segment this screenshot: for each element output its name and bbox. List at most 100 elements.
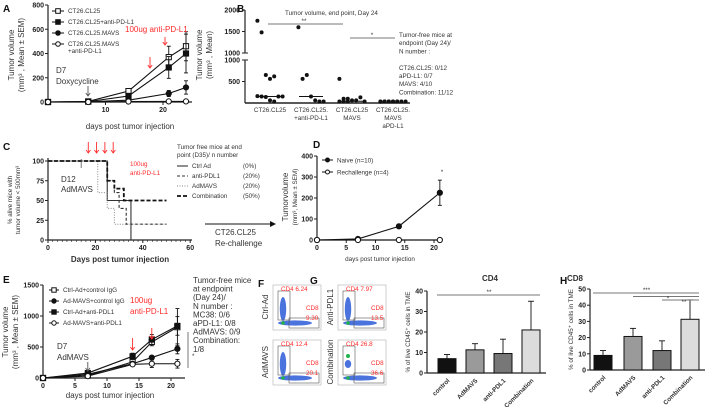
treatment-arrow-head xyxy=(147,64,153,69)
sample-label: Combination xyxy=(326,340,335,385)
legend-label: Ctrl Ad xyxy=(192,163,211,170)
legend-pct: (0%) xyxy=(243,163,256,170)
data-point-filled-circle xyxy=(325,157,330,163)
cd8-label: CD8 xyxy=(371,305,384,312)
data-point xyxy=(337,99,342,104)
treatment-label: 100ug xyxy=(130,296,152,305)
y-tick-label: 500 xyxy=(228,79,240,86)
cd4-percentage: CD4 6.24 xyxy=(281,286,308,293)
y-axis-title: tumor volume < 500mm³ xyxy=(15,166,22,234)
x-category-label: CT26.CL25 xyxy=(336,107,369,114)
x-category-label: +anti-PD-L1 xyxy=(294,115,328,122)
y-axis-title: % alive mice with xyxy=(7,175,14,224)
data-point xyxy=(354,98,359,103)
note-text: at endpoint xyxy=(193,285,233,294)
data-point-open-circle xyxy=(148,360,155,367)
note-text: CT26.CL25: 0/12 xyxy=(399,65,447,72)
data-point xyxy=(255,18,260,23)
note-text: aPD-L1: 0/7 xyxy=(399,73,433,80)
data-point-open-circle xyxy=(313,236,321,244)
treatment-arrow-head xyxy=(110,149,116,154)
data-point-open-square xyxy=(55,8,61,14)
data-point-open-circle xyxy=(325,169,330,175)
legend-title: Tumor free mice at end xyxy=(177,144,242,151)
rechallenge-arrow-head xyxy=(270,221,276,227)
cd8-percentage: 9.30 xyxy=(306,315,319,322)
data-point xyxy=(255,94,260,99)
treatment-label: anti-PD-L1 xyxy=(130,170,161,177)
x-category-label: CT26.CL25. xyxy=(294,107,328,114)
data-point xyxy=(362,99,367,104)
cd4-population xyxy=(279,352,287,376)
data-point xyxy=(272,74,277,79)
note-text: Tumor-free mice xyxy=(193,276,252,285)
cd4-population xyxy=(279,297,287,321)
data-point-open-circle xyxy=(51,320,57,326)
x-tick-label: 0 xyxy=(46,245,50,252)
legend-label: AdMAVS xyxy=(192,183,217,190)
x-tick-label: 15 xyxy=(135,383,143,390)
note-text: AdMAVS: 0/9 xyxy=(193,328,241,337)
rechallenge-label: CT26.CL25 xyxy=(215,228,256,237)
x-tick-label: 60 xyxy=(186,245,194,252)
legend-pct: (50%) xyxy=(243,193,260,200)
data-point-open-circle xyxy=(85,98,92,106)
survival-curve xyxy=(48,160,132,240)
data-point-filled-square xyxy=(55,19,61,25)
y-axis-title: (mm³ , Mean ± SEM) xyxy=(11,295,20,370)
significance-label: * xyxy=(667,296,670,303)
y-tick-label: 0 xyxy=(40,100,44,107)
bar-control xyxy=(593,354,613,371)
data-point-open-circle xyxy=(354,236,362,244)
treatment-arrow-head xyxy=(162,41,168,46)
note-text: (Day 24)/ xyxy=(193,293,227,302)
bar-admavs xyxy=(465,349,485,374)
data-point xyxy=(296,25,301,30)
data-point xyxy=(341,96,346,101)
y-tick-label: 1000 xyxy=(224,58,240,65)
y-tick-label: 2000 xyxy=(224,8,240,15)
significance-label: ** xyxy=(487,289,492,296)
data-point xyxy=(345,96,350,101)
cd8-label: CD8 xyxy=(306,305,319,312)
data-point xyxy=(259,30,264,35)
y-axis-title: Tumor volume xyxy=(1,306,10,357)
x-tick-label: 40 xyxy=(139,245,147,252)
y-tick-label: 100 xyxy=(32,159,44,166)
data-point-open-circle xyxy=(182,98,190,105)
cd4-percentage: CD4 7.97 xyxy=(346,286,373,293)
y-axis-title: (mm³, Mean ± SEM) xyxy=(292,169,299,226)
legend-label: CT26.CL25.MAVS xyxy=(68,30,119,37)
data-point xyxy=(321,99,326,104)
series-line xyxy=(47,86,187,103)
treatment-arrow-head xyxy=(94,149,100,154)
y-tick-label: 300 xyxy=(301,175,313,182)
cd8-gate xyxy=(288,372,320,384)
data-point-open-circle xyxy=(165,98,172,105)
y-tick-label: 1500 xyxy=(23,283,39,290)
series-line xyxy=(48,100,186,103)
flow-plot xyxy=(337,339,387,386)
legend-label: +anti-PD-L1 xyxy=(68,48,102,55)
y-tick-label: 1500 xyxy=(224,29,240,36)
significance-label: * xyxy=(192,353,195,360)
data-point-filled-circle xyxy=(55,30,61,36)
y-axis-title: (mm³ , Mean ± SEM) xyxy=(17,18,26,93)
note-text: N number : xyxy=(399,48,430,55)
x-axis-title: Days post tumor injection xyxy=(71,255,169,264)
y-axis-title: % of live CD45⁺ cells in TME xyxy=(405,292,412,373)
sample-label: AdMAVS xyxy=(261,346,270,378)
data-point xyxy=(317,99,322,104)
y-tick-label: 30 xyxy=(415,309,423,316)
chart-title: CD4 xyxy=(482,274,499,283)
note-text: endpoint (Day 24)/ xyxy=(399,40,451,47)
data-point xyxy=(313,98,318,103)
bar-control xyxy=(437,358,457,374)
chart-title: CD8 xyxy=(567,274,584,283)
bar-anti-pdl1 xyxy=(493,353,513,374)
start-label: D12 xyxy=(61,175,76,184)
sample-label: Anti-PDL1 xyxy=(326,288,335,325)
y-tick-label: 0 xyxy=(309,238,313,245)
treatment-arrow-head xyxy=(102,149,108,154)
